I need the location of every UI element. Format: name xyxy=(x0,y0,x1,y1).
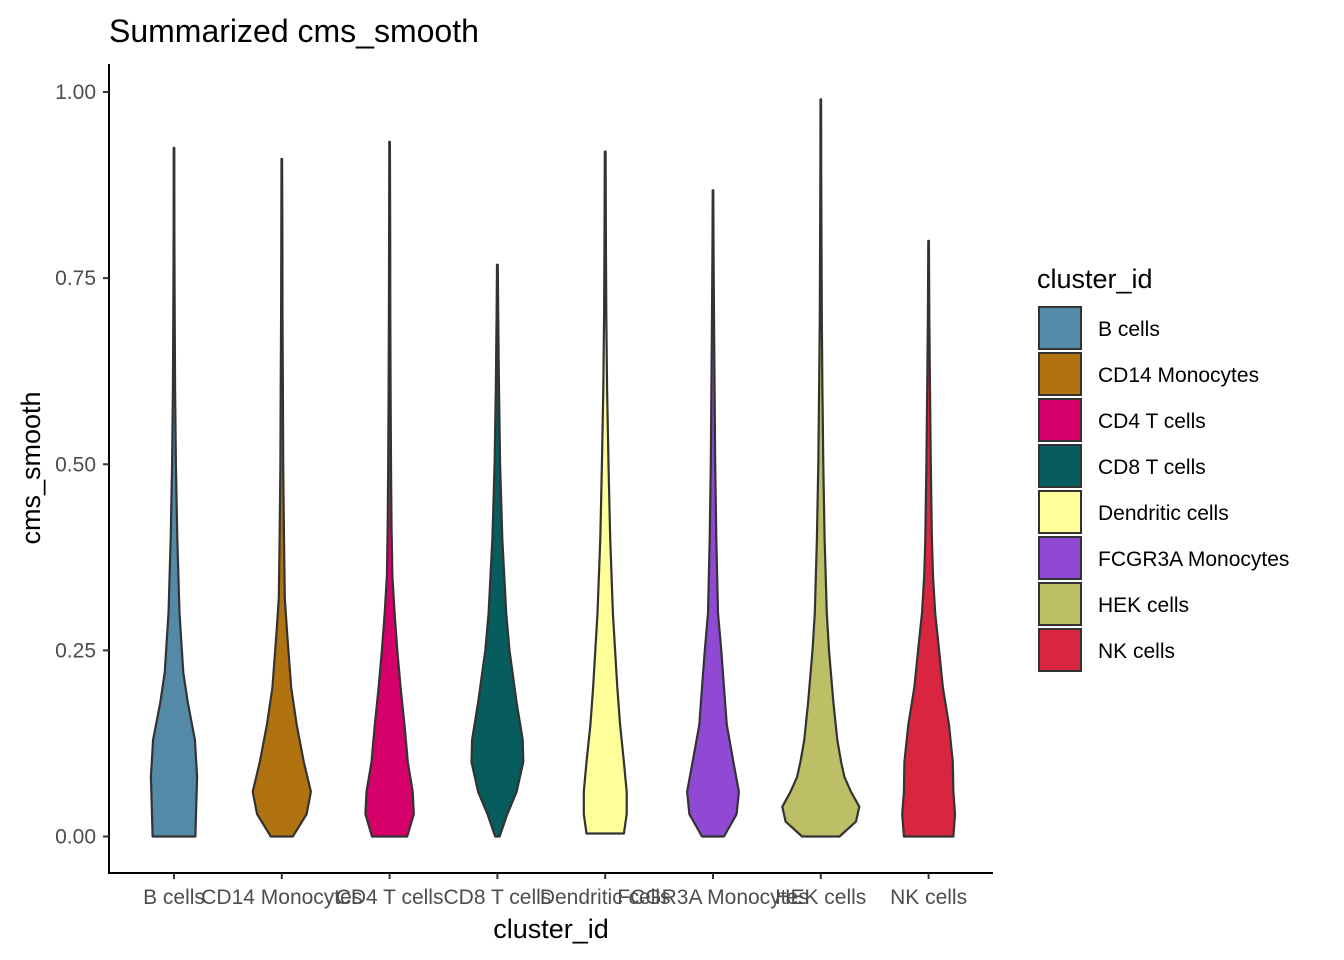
legend-label-fcgr3a-monocytes: FCGR3A Monocytes xyxy=(1098,548,1289,571)
violins-group xyxy=(149,98,957,838)
violin-hek-cells xyxy=(781,98,861,838)
x-axis-title: cluster_id xyxy=(493,914,609,944)
y-tick-label: 0.50 xyxy=(55,453,96,476)
violin-fcgr3a-monocytes xyxy=(686,189,740,838)
legend-swatch-nk-cells xyxy=(1038,628,1082,672)
x-tick-label: CD4 T cells xyxy=(336,886,444,909)
violin-dendritic-cells xyxy=(582,150,628,835)
x-tick-label: Dendritic cells xyxy=(540,886,671,909)
x-tick-label: CD14 Monocytes xyxy=(201,886,362,909)
legend-swatch-cd4-t-cells xyxy=(1038,398,1082,442)
legend-label-cd14-monocytes: CD14 Monocytes xyxy=(1098,364,1259,387)
x-tick-label: B cells xyxy=(143,886,205,909)
y-tick-label: 0.25 xyxy=(55,639,96,662)
legend-swatch-dendritic-cells xyxy=(1038,490,1082,534)
legend-label-nk-cells: NK cells xyxy=(1098,640,1175,663)
x-tick-label: HEK cells xyxy=(775,886,866,909)
chart-title: Summarized cms_smooth xyxy=(109,13,479,49)
legend-label-cd4-t-cells: CD4 T cells xyxy=(1098,410,1206,433)
violin-nk-cells xyxy=(901,239,957,838)
y-tick-label: 0.75 xyxy=(55,267,96,290)
legend-label-hek-cells: HEK cells xyxy=(1098,594,1189,617)
y-tick-label: 1.00 xyxy=(55,81,96,104)
legend-label-dendritic-cells: Dendritic cells xyxy=(1098,502,1229,525)
legend-swatch-fcgr3a-monocytes xyxy=(1038,536,1082,580)
x-tick-label: CD8 T cells xyxy=(444,886,552,909)
legend-title: cluster_id xyxy=(1037,264,1153,294)
violin-cd14-monocytes xyxy=(251,157,312,838)
legend-swatch-hek-cells xyxy=(1038,582,1082,626)
x-tick-label: FCGR3A Monocytes xyxy=(617,886,808,909)
legend-swatch-cd8-t-cells xyxy=(1038,444,1082,488)
legend-swatch-b-cells xyxy=(1038,306,1082,350)
legend: cluster_id B cells CD14 Monocytes CD4 T ce… xyxy=(1037,264,1289,672)
violin-cd4-t-cells xyxy=(364,140,415,838)
violin-cd8-t-cells xyxy=(470,263,525,838)
y-tick-label: 0.00 xyxy=(55,826,96,849)
y-axis-ticks: 0.00 0.25 0.50 0.75 1.00 xyxy=(55,81,109,849)
y-axis-title: cms_smooth xyxy=(16,391,46,544)
legend-label-b-cells: B cells xyxy=(1098,318,1160,341)
legend-swatch-cd14-monocytes xyxy=(1038,352,1082,396)
violin-b-cells xyxy=(149,146,199,838)
legend-label-cd8-t-cells: CD8 T cells xyxy=(1098,456,1206,479)
x-tick-label: NK cells xyxy=(890,886,967,909)
